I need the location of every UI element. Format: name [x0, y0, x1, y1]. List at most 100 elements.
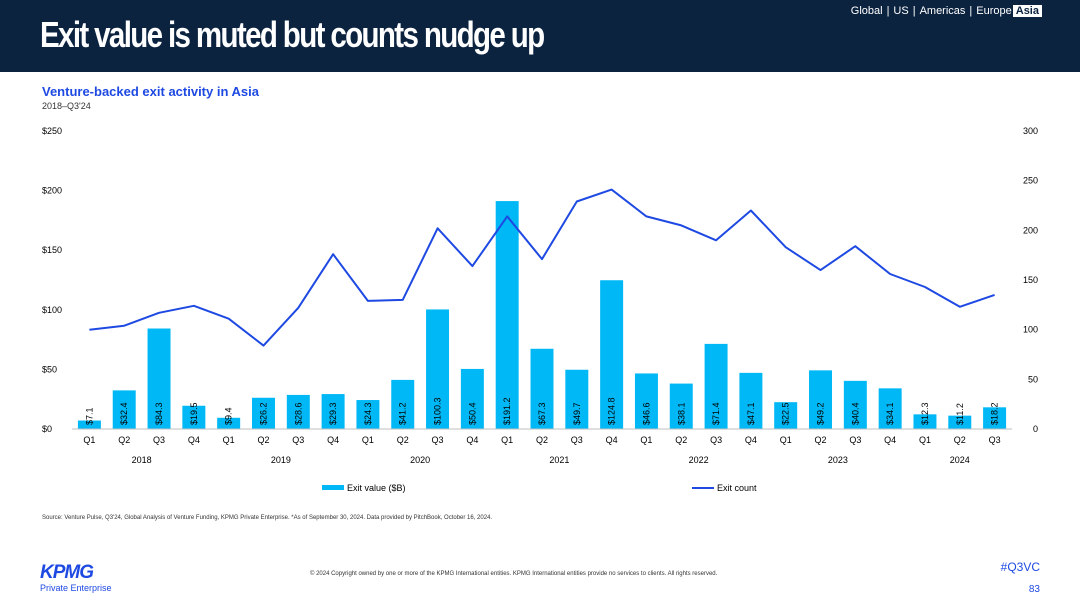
bar-exit-value — [913, 414, 937, 429]
bar-exit-value — [391, 379, 415, 429]
exit-activity-chart: $0 $50 $100 $150 $200 $250 0 50 100 150 200 250 300 $… — [42, 126, 1038, 493]
quarter-tick-label: Q2 — [397, 435, 409, 445]
quarter-tick-label: Q1 — [223, 435, 235, 445]
region-europe[interactable]: Europe — [976, 5, 1012, 17]
bar-value-label: $67.3 — [537, 402, 547, 425]
region-us[interactable]: US — [893, 5, 909, 17]
bar-exit-value — [774, 402, 798, 429]
region-americas[interactable]: Americas — [919, 5, 966, 17]
region-asia[interactable]: Asia — [1012, 5, 1042, 17]
quarter-tick-label: Q3 — [849, 435, 861, 445]
legend-label-exit-count: Exit count — [717, 483, 757, 493]
bar-value-label: $38.1 — [676, 402, 686, 425]
right-axis-tick-label: 50 — [1028, 374, 1038, 384]
bar-value-label: $29.3 — [328, 402, 338, 425]
left-axis-tick-label: $0 — [42, 424, 52, 434]
bar-value-label: $22.5 — [781, 402, 791, 425]
quarter-tick-label: Q3 — [571, 435, 583, 445]
region-global[interactable]: Global — [850, 5, 883, 17]
bar-exit-value — [878, 388, 902, 429]
kpmg-logo: KPMG Private Enterprise — [40, 562, 112, 593]
right-axis-tick-label: 200 — [1023, 225, 1038, 235]
left-axis-tick-label: $250 — [42, 126, 62, 136]
logo-text: KPMG — [40, 562, 94, 583]
bar-exit-value — [495, 201, 519, 429]
bar-value-label: $24.3 — [363, 402, 373, 425]
bar-value-label: $49.2 — [816, 402, 826, 425]
bar-exit-value — [356, 400, 380, 429]
bar-value-label: $41.2 — [398, 402, 408, 425]
quarter-tick-label: Q1 — [919, 435, 931, 445]
quarter-tick-label: Q2 — [675, 435, 687, 445]
quarter-tick-label: Q3 — [153, 435, 165, 445]
legend-swatch-exit-value — [322, 485, 344, 490]
left-axis-tick-label: $50 — [42, 364, 57, 374]
bar-value-label: $100.3 — [433, 397, 443, 425]
bar-exit-value — [634, 373, 658, 429]
quarter-tick-label: Q3 — [989, 435, 1001, 445]
quarter-tick-label: Q4 — [745, 435, 757, 445]
bar-exit-value — [739, 372, 763, 429]
bar-value-label: $71.4 — [711, 402, 721, 425]
bar-value-label: $11.2 — [955, 403, 965, 425]
bar-exit-value — [600, 280, 624, 429]
bar-exit-value — [809, 370, 833, 429]
bar-value-label: $7.1 — [84, 407, 94, 425]
bar-exit-value — [460, 368, 484, 429]
bar-value-label: $40.4 — [850, 402, 860, 425]
bar-exit-value — [77, 420, 101, 429]
page-number: 83 — [1028, 584, 1040, 595]
chart-subtitle: 2018–Q3'24 — [42, 101, 91, 111]
bar-exit-value — [217, 417, 241, 429]
page-title: Exit value is muted but counts nudge up — [40, 14, 545, 55]
right-axis-tick-label: 150 — [1023, 275, 1038, 285]
bar-exit-value — [843, 380, 867, 429]
bar-value-label: $32.4 — [119, 402, 129, 425]
bar-value-label: $50.4 — [467, 402, 477, 425]
quarter-tick-label: Q1 — [362, 435, 374, 445]
quarter-tick-label: Q3 — [292, 435, 304, 445]
quarter-tick-label: Q1 — [83, 435, 95, 445]
quarter-tick-label: Q2 — [954, 435, 966, 445]
year-label: 2020 — [410, 455, 430, 465]
left-axis-tick-label: $200 — [42, 186, 62, 196]
quarter-tick-label: Q4 — [606, 435, 618, 445]
bar-value-label: $34.1 — [885, 402, 895, 425]
bar-exit-value — [948, 415, 972, 429]
quarter-tick-label: Q4 — [188, 435, 200, 445]
quarter-tick-label: Q1 — [780, 435, 792, 445]
bar-value-label: $19.5 — [189, 402, 199, 425]
year-label: 2018 — [132, 455, 152, 465]
quarter-tick-label: Q1 — [640, 435, 652, 445]
bar-exit-value — [251, 397, 275, 429]
year-label: 2024 — [950, 455, 970, 465]
bar-value-label: $26.2 — [258, 402, 268, 425]
chart-title: Venture-backed exit activity in Asia — [42, 84, 259, 99]
bar-value-label: $9.4 — [224, 407, 234, 425]
copyright-note: © 2024 Copyright owned by one or more of… — [310, 571, 718, 577]
right-axis-tick-label: 250 — [1023, 176, 1038, 186]
bar-exit-value — [112, 390, 136, 429]
bar-exit-value — [530, 348, 554, 429]
quarter-tick-label: Q1 — [501, 435, 513, 445]
quarter-tick-label: Q4 — [884, 435, 896, 445]
bar-value-label: $47.1 — [746, 402, 756, 425]
left-axis-tick-label: $150 — [42, 245, 62, 255]
bar-exit-value — [565, 369, 589, 429]
legend-label-exit-value: Exit value ($B) — [347, 483, 406, 493]
right-axis-tick-label: 100 — [1023, 325, 1038, 335]
hashtag: #Q3VC — [1000, 560, 1040, 574]
right-axis-tick-label: 300 — [1023, 126, 1038, 136]
bar-exit-value — [321, 394, 345, 429]
bar-exit-value — [286, 394, 310, 429]
year-label: 2019 — [271, 455, 291, 465]
quarter-tick-label: Q2 — [536, 435, 548, 445]
header-bar: Exit value is muted but counts nudge up … — [0, 0, 1080, 72]
year-label: 2023 — [828, 455, 848, 465]
bar-exit-value — [983, 407, 1007, 429]
bar-exit-value — [704, 343, 728, 429]
quarter-tick-label: Q4 — [466, 435, 478, 445]
left-axis-tick-label: $100 — [42, 305, 62, 315]
bar-value-label: $124.8 — [607, 397, 617, 425]
quarter-tick-label: Q3 — [432, 435, 444, 445]
